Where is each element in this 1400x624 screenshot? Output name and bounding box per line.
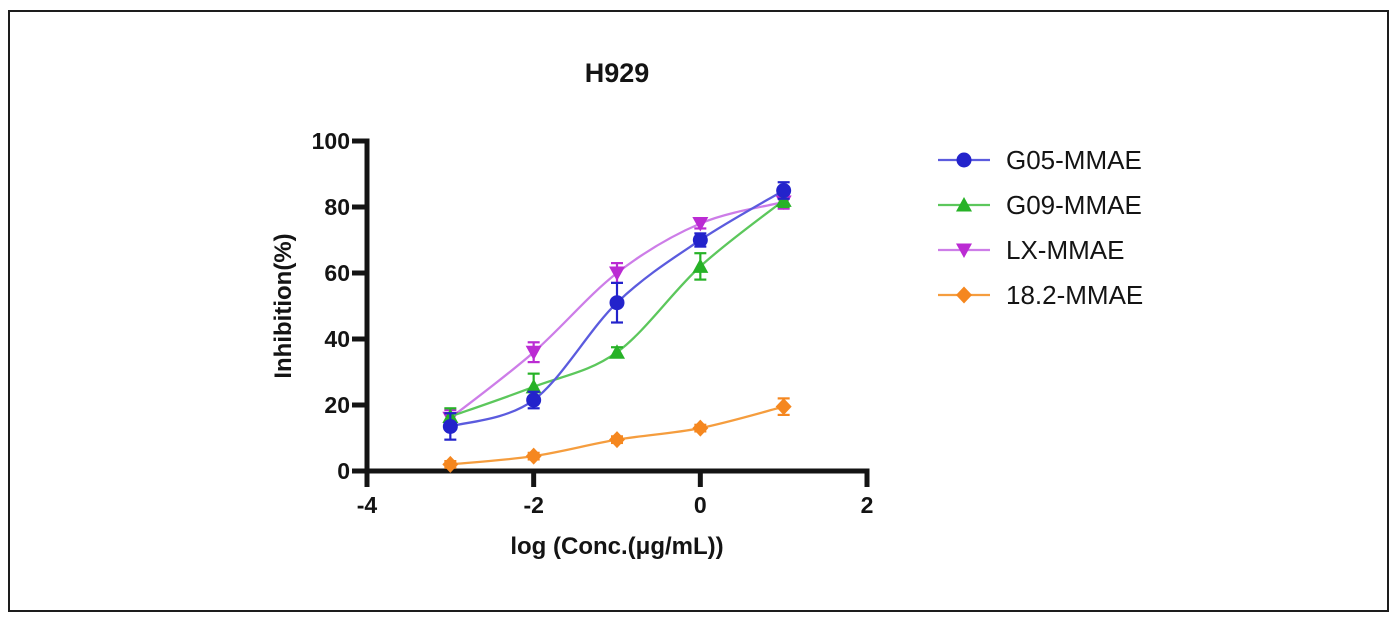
diamond-marker-icon	[956, 286, 972, 304]
triangle-down-marker-icon	[525, 345, 542, 361]
circle-marker-icon	[609, 295, 625, 311]
chart-title: H929	[584, 58, 650, 88]
circle-marker-icon	[692, 232, 708, 248]
diamond-marker-icon	[525, 447, 542, 465]
triangle-down-marker-icon	[692, 217, 709, 232]
circle-marker-icon	[956, 152, 972, 168]
x-tick-label: 0	[694, 492, 707, 518]
x-tick-label: -2	[523, 492, 543, 518]
triangle-down-marker-icon	[956, 243, 972, 258]
x-axis-label: log (Conc.(μg/mL))	[510, 533, 724, 560]
y-tick-label: 20	[324, 392, 350, 418]
legend: G05-MMAE G09-MMAE LX-MMAE 18.2-MMAE	[936, 145, 1143, 310]
series-g09-mmae	[442, 192, 792, 426]
y-tick-label: 40	[324, 326, 350, 352]
legend-label: G05-MMAE	[1006, 144, 1142, 175]
legend-label: G09-MMAE	[1006, 189, 1142, 220]
legend-item-g05-mmae: G05-MMAE	[936, 145, 1143, 175]
y-tick-label: 0	[337, 458, 350, 484]
legend-label: 18.2-MMAE	[1006, 279, 1144, 310]
triangle-up-marker-icon	[956, 197, 972, 212]
diamond-marker-icon	[938, 286, 990, 304]
x-tick-label: -4	[357, 492, 378, 518]
triangle-up-marker-icon	[609, 344, 625, 359]
triangle-up-marker-icon	[692, 258, 709, 273]
triangle-up-marker-icon	[525, 378, 542, 394]
series-18-2-mmae	[442, 397, 792, 473]
diamond-marker-icon	[692, 419, 709, 437]
legend-label: LX-MMAE	[1006, 234, 1125, 265]
x-tick-label: 2	[861, 492, 874, 518]
legend-item-g09-mmae: G09-MMAE	[936, 190, 1143, 220]
diamond-marker-icon	[442, 455, 459, 473]
y-tick-label: 60	[324, 260, 350, 286]
y-tick-label: 80	[324, 194, 350, 220]
legend-item-18-2-mmae: 18.2-MMAE	[936, 280, 1143, 310]
circle-marker-icon	[938, 152, 990, 168]
triangle-down-marker-icon	[938, 243, 990, 258]
diamond-marker-icon	[609, 431, 625, 449]
circle-marker-icon	[526, 392, 542, 408]
circle-marker-icon	[442, 418, 458, 434]
circle-marker-icon	[776, 183, 792, 198]
y-tick-label: 100	[312, 128, 350, 154]
series-g05-mmae	[442, 181, 792, 441]
diamond-marker-icon	[775, 398, 792, 416]
triangle-down-marker-icon	[609, 266, 625, 281]
triangle-up-marker-icon	[938, 197, 990, 212]
legend-item-lx-mmae: LX-MMAE	[936, 235, 1143, 265]
